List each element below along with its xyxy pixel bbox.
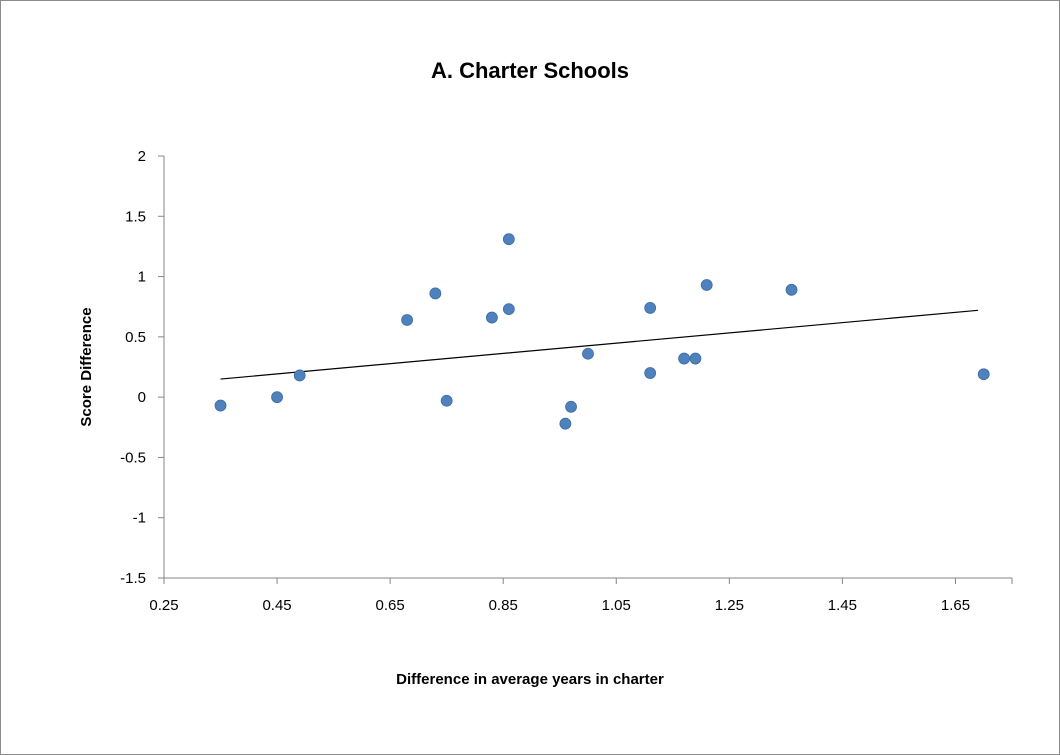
data-point [401, 314, 413, 326]
y-tick-label: 1 [138, 269, 146, 286]
data-point [644, 367, 657, 379]
data-point [214, 399, 227, 412]
y-tick-label: 0 [138, 389, 146, 406]
data-point [271, 391, 283, 404]
data-point [502, 233, 515, 246]
data-point [440, 394, 453, 407]
data-point [485, 311, 498, 324]
y-tick-label: 1.5 [125, 208, 146, 225]
x-axis-title: Difference in average years in charter [396, 671, 664, 688]
axes [158, 155, 1013, 584]
x-tick-label: 1.65 [941, 597, 970, 614]
data-point [429, 287, 442, 300]
x-tick-label: 0.25 [149, 597, 178, 614]
y-tick-label: -0.5 [120, 449, 146, 466]
y-tick-label: -1 [133, 510, 146, 527]
y-axis-title: Score Difference [78, 307, 95, 426]
data-point [502, 303, 515, 316]
data-point [644, 302, 657, 314]
y-tick-label: 0.5 [125, 329, 146, 346]
x-tick-label: 1.05 [602, 597, 631, 614]
trendline [220, 309, 979, 380]
data-point [559, 417, 572, 430]
data-point [689, 352, 702, 365]
y-tick-label: 2 [138, 148, 146, 165]
data-point [678, 352, 691, 365]
x-tick-label: 1.25 [715, 597, 744, 614]
x-tick-label: 0.65 [376, 597, 405, 614]
data-point [582, 347, 594, 360]
data-point [293, 369, 306, 382]
trendline-layer [220, 309, 979, 380]
data-point [700, 279, 713, 291]
tick-labels: 2 1.5 1 0.5 0 -0.5 -1 -1.50.25 0.45 0.65 0.85 1.05 1… [120, 148, 970, 614]
x-tick-label: 1.45 [828, 597, 857, 614]
data-point [977, 368, 990, 381]
x-tick-label: 0.85 [489, 597, 518, 614]
data-point [785, 283, 798, 296]
y-tick-label: -1.5 [120, 570, 146, 587]
x-tick-label: 0.45 [262, 597, 291, 614]
data-point [565, 400, 577, 413]
chart-title: A. Charter Schools [431, 58, 629, 83]
data-points [214, 233, 990, 430]
